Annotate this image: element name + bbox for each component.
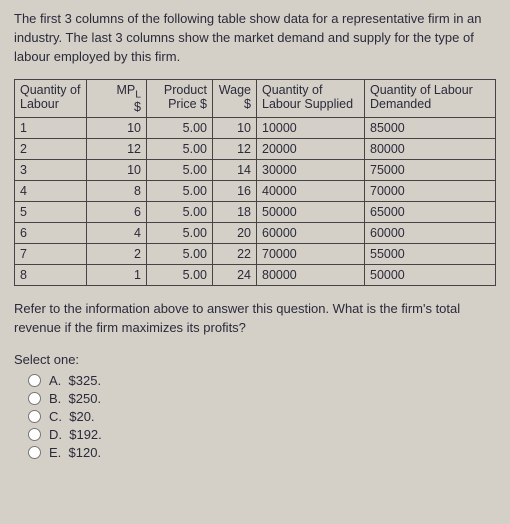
cell-q: 1	[15, 118, 87, 139]
cell-mp: 6	[87, 202, 147, 223]
cell-w: 22	[213, 244, 257, 265]
answer-option[interactable]: C. $20.	[28, 409, 496, 424]
th-qty-supplied: Quantity of Labour Supplied	[257, 79, 365, 118]
cell-pp: 5.00	[147, 160, 213, 181]
question-followup: Refer to the information above to answer…	[14, 300, 496, 338]
cell-qd: 75000	[365, 160, 496, 181]
th-product-price: Product Price $	[147, 79, 213, 118]
cell-mp: 8	[87, 181, 147, 202]
radio-input[interactable]	[28, 446, 41, 459]
cell-pp: 5.00	[147, 244, 213, 265]
table-row: 565.00185000065000	[15, 202, 496, 223]
cell-qs: 30000	[257, 160, 365, 181]
table-row: 1105.00101000085000	[15, 118, 496, 139]
cell-w: 10	[213, 118, 257, 139]
cell-qd: 70000	[365, 181, 496, 202]
radio-input[interactable]	[28, 374, 41, 387]
cell-w: 12	[213, 139, 257, 160]
cell-mp: 1	[87, 265, 147, 286]
cell-q: 4	[15, 181, 87, 202]
cell-pp: 5.00	[147, 202, 213, 223]
cell-q: 3	[15, 160, 87, 181]
cell-mp: 10	[87, 160, 147, 181]
select-one-label: Select one:	[14, 352, 496, 367]
option-letter: D.	[49, 427, 62, 442]
cell-w: 16	[213, 181, 257, 202]
cell-qd: 65000	[365, 202, 496, 223]
cell-q: 8	[15, 265, 87, 286]
cell-qs: 40000	[257, 181, 365, 202]
cell-qd: 80000	[365, 139, 496, 160]
cell-qs: 80000	[257, 265, 365, 286]
data-table: Quantity of Labour MPL$ Product Price $ …	[14, 79, 496, 287]
option-letter: B.	[49, 391, 61, 406]
table-row: 485.00164000070000	[15, 181, 496, 202]
option-letter: A.	[49, 373, 61, 388]
option-text: $250.	[69, 391, 102, 406]
radio-input[interactable]	[28, 392, 41, 405]
table-row: 2125.00122000080000	[15, 139, 496, 160]
cell-pp: 5.00	[147, 181, 213, 202]
th-qty-labour: Quantity of Labour	[15, 79, 87, 118]
cell-q: 7	[15, 244, 87, 265]
cell-q: 5	[15, 202, 87, 223]
cell-pp: 5.00	[147, 223, 213, 244]
th-wage: Wage $	[213, 79, 257, 118]
table-row: 3105.00143000075000	[15, 160, 496, 181]
cell-qd: 60000	[365, 223, 496, 244]
cell-qs: 50000	[257, 202, 365, 223]
cell-qd: 85000	[365, 118, 496, 139]
option-letter: C.	[49, 409, 62, 424]
answer-option[interactable]: E. $120.	[28, 445, 496, 460]
cell-qs: 20000	[257, 139, 365, 160]
cell-qd: 55000	[365, 244, 496, 265]
option-text: $192.	[69, 427, 102, 442]
option-text: $120.	[69, 445, 102, 460]
answer-option[interactable]: D. $192.	[28, 427, 496, 442]
cell-w: 20	[213, 223, 257, 244]
option-text: $20.	[69, 409, 94, 424]
table-row: 725.00227000055000	[15, 244, 496, 265]
cell-w: 24	[213, 265, 257, 286]
radio-input[interactable]	[28, 428, 41, 441]
table-row: 815.00248000050000	[15, 265, 496, 286]
cell-pp: 5.00	[147, 265, 213, 286]
cell-mp: 12	[87, 139, 147, 160]
question-intro: The first 3 columns of the following tab…	[14, 10, 496, 67]
cell-qd: 50000	[365, 265, 496, 286]
answer-option[interactable]: B. $250.	[28, 391, 496, 406]
cell-pp: 5.00	[147, 139, 213, 160]
th-qty-demanded: Quantity of Labour Demanded	[365, 79, 496, 118]
cell-mp: 4	[87, 223, 147, 244]
cell-q: 2	[15, 139, 87, 160]
cell-qs: 10000	[257, 118, 365, 139]
cell-w: 18	[213, 202, 257, 223]
cell-qs: 70000	[257, 244, 365, 265]
cell-mp: 10	[87, 118, 147, 139]
answer-option[interactable]: A. $325.	[28, 373, 496, 388]
cell-mp: 2	[87, 244, 147, 265]
cell-w: 14	[213, 160, 257, 181]
cell-qs: 60000	[257, 223, 365, 244]
option-text: $325.	[69, 373, 102, 388]
option-letter: E.	[49, 445, 61, 460]
cell-pp: 5.00	[147, 118, 213, 139]
table-row: 645.00206000060000	[15, 223, 496, 244]
radio-input[interactable]	[28, 410, 41, 423]
cell-q: 6	[15, 223, 87, 244]
th-mpl: MPL$	[87, 79, 147, 118]
